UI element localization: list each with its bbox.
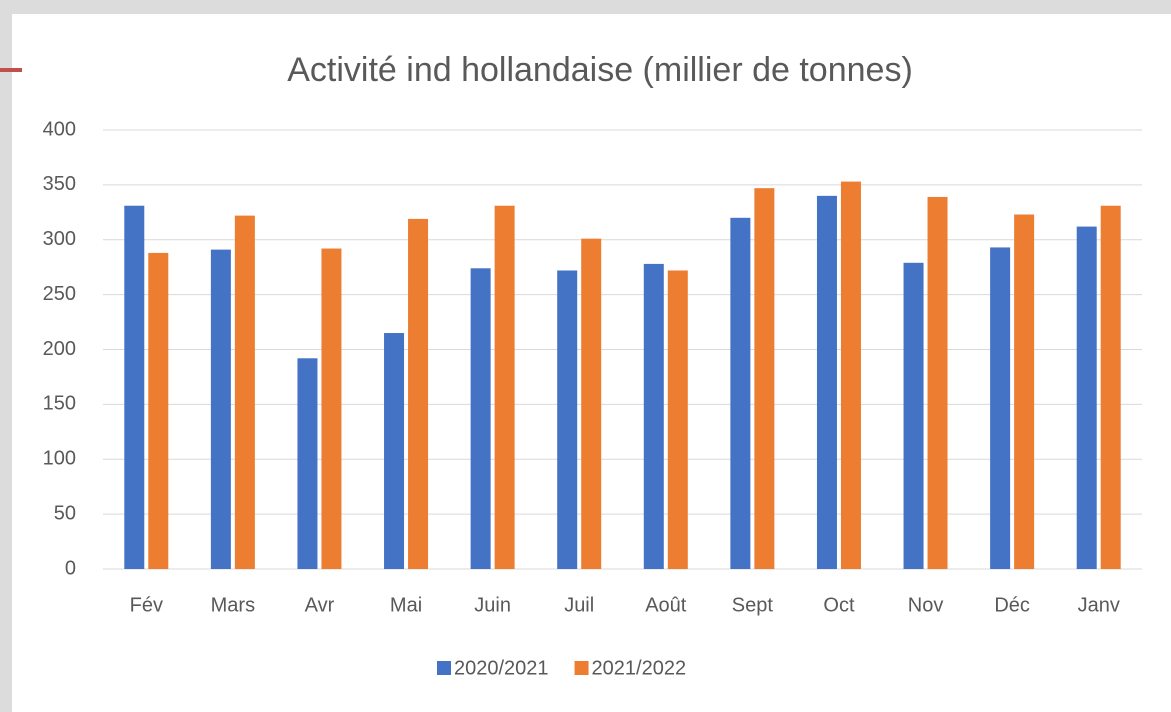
bar [321,248,342,569]
bar [1014,214,1035,569]
x-tick-label: Juin [474,594,511,616]
x-tick-label: Déc [994,594,1030,616]
bar [903,262,924,569]
bar [234,215,255,570]
legend-label: 2021/2022 [592,657,687,679]
bar [494,205,515,570]
y-tick-label: 250 [43,283,76,305]
y-tick-label: 100 [43,448,76,470]
bar [990,247,1011,569]
y-tick-label: 350 [43,173,76,195]
x-tick-label: Mai [390,594,422,616]
x-tick-label: Oct [823,594,855,616]
legend-label: 2020/2021 [454,657,549,679]
y-tick-label: 150 [43,393,76,415]
bar [581,238,602,569]
y-tick-label: 400 [43,118,76,140]
x-tick-label: Juil [564,594,594,616]
bar [667,270,688,569]
bar [816,195,837,569]
bar [754,188,775,570]
legend-swatch [574,661,589,675]
x-tick-label: Janv [1078,594,1120,616]
legend-swatch [437,661,451,675]
bar [1076,226,1097,569]
bar [1100,205,1121,570]
y-tick-label: 200 [43,338,76,360]
x-tick-label: Août [645,594,687,616]
bar [730,217,751,570]
bar [927,196,948,569]
bar [210,249,231,569]
accent-line [0,68,22,72]
bar [124,205,145,570]
bar [470,268,491,569]
bar [148,252,169,570]
bar [557,270,578,569]
y-tick-label: 50 [54,502,76,524]
chart-title: Activité ind hollandaise (millier de ton… [287,51,913,89]
bar [297,358,318,569]
bar [840,181,861,569]
bar [643,263,664,569]
y-tick-label: 300 [43,228,76,250]
bar [384,333,405,569]
y-tick-label: 0 [65,557,76,579]
x-tick-label: Mars [211,594,255,616]
x-tick-label: Avr [305,594,335,616]
x-tick-label: Nov [908,594,944,616]
x-tick-label: Sept [732,594,774,616]
x-tick-label: Fév [130,594,163,616]
bar [408,218,429,569]
